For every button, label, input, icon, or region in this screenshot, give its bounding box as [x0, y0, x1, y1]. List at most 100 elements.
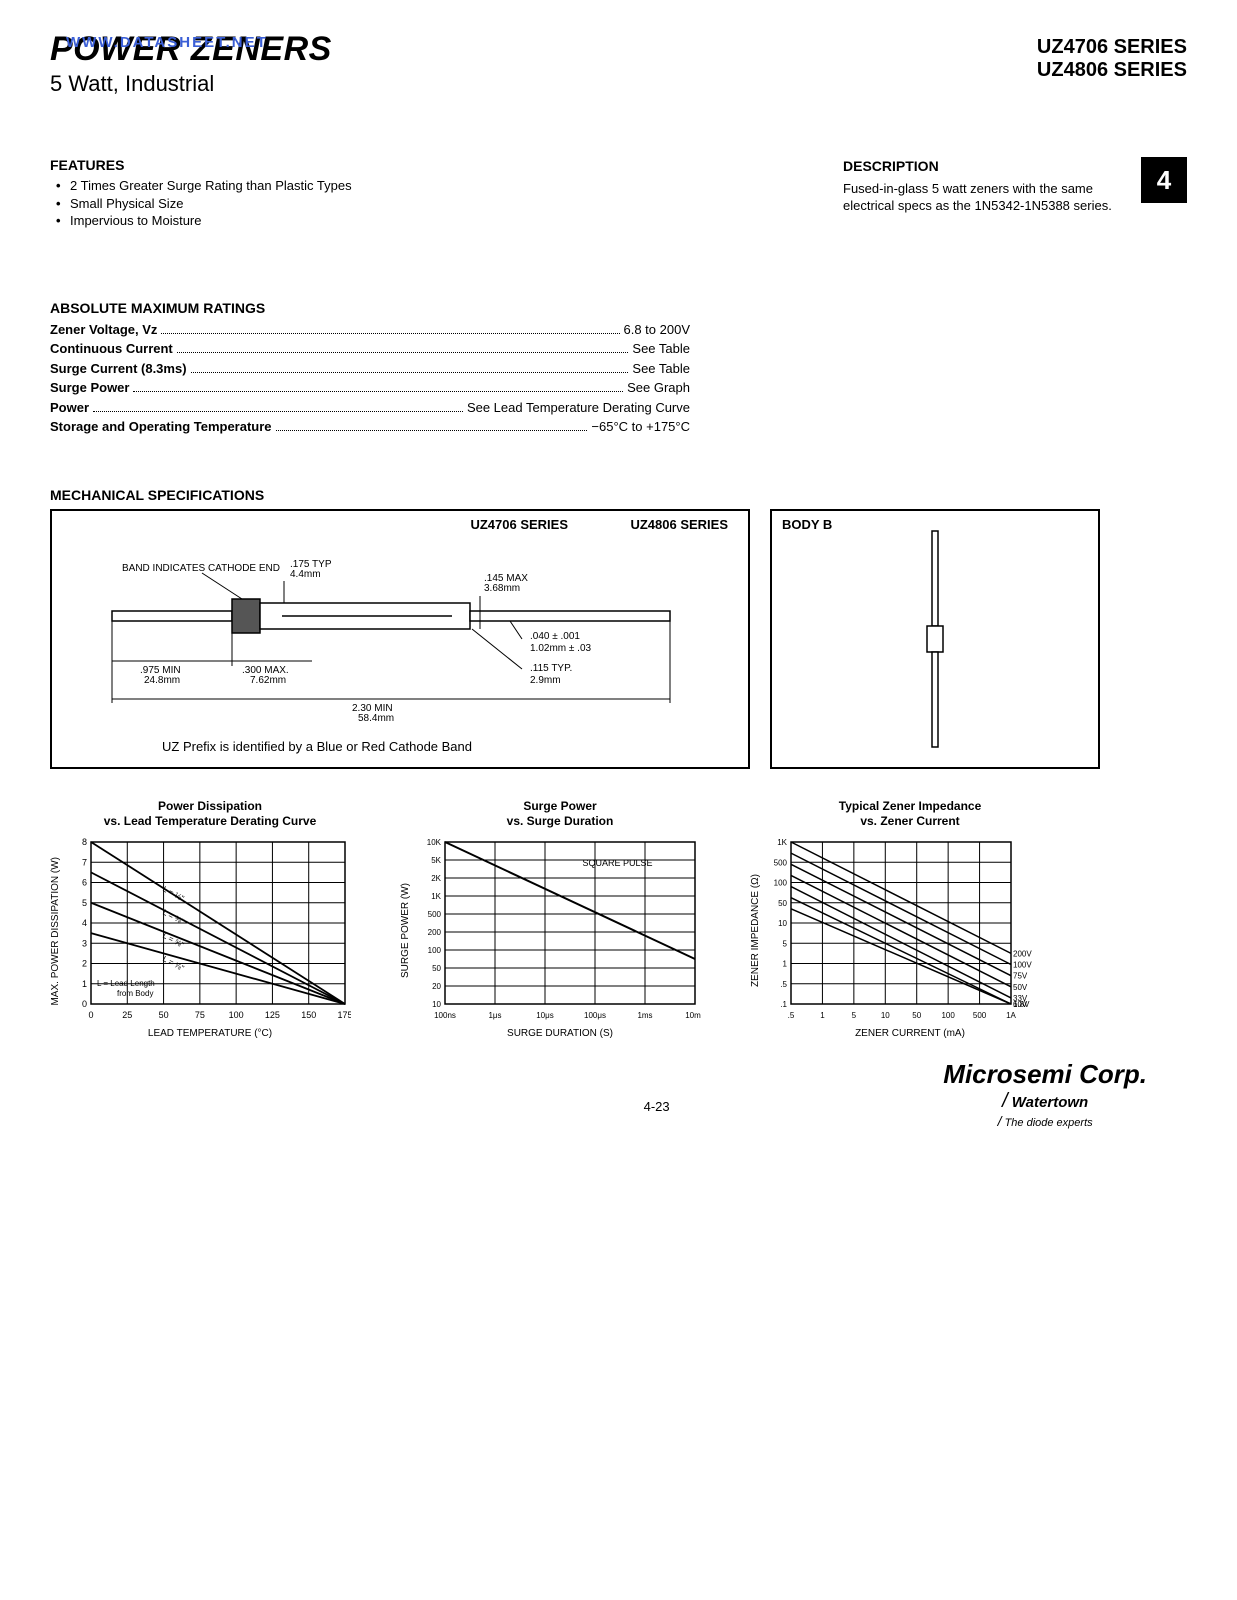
- svg-text:0: 0: [82, 999, 87, 1009]
- mechanical-drawing-box: UZ4706 SERIES UZ4806 SERIES BAND INDICAT…: [50, 509, 750, 769]
- svg-text:1: 1: [820, 1011, 825, 1020]
- dim-145b: 3.68mm: [484, 583, 520, 594]
- svg-text:6.8V: 6.8V: [1013, 1000, 1030, 1009]
- svg-text:50: 50: [778, 899, 787, 908]
- features-list: 2 Times Greater Surge Rating than Plasti…: [50, 177, 410, 230]
- chart3-ylabel: ZENER IMPEDANCE (Ω): [750, 874, 761, 987]
- feature-item: Impervious to Moisture: [56, 212, 410, 230]
- features-heading: FEATURES: [50, 157, 410, 173]
- svg-text:2: 2: [82, 958, 87, 968]
- svg-text:3: 3: [82, 938, 87, 948]
- chart3-xlabel: ZENER CURRENT (mA): [750, 1028, 1070, 1039]
- chart2-xlabel: SURGE DURATION (S): [400, 1028, 720, 1039]
- svg-text:1: 1: [783, 959, 788, 968]
- svg-text:20: 20: [432, 982, 441, 991]
- mech-series-1: UZ4706 SERIES: [470, 517, 568, 532]
- svg-text:100: 100: [229, 1010, 244, 1020]
- rating-row: Storage and Operating Temperature −65°C t…: [50, 417, 690, 437]
- svg-text:10K: 10K: [427, 838, 442, 847]
- svg-text:2K: 2K: [431, 874, 441, 883]
- svg-text:5: 5: [82, 898, 87, 908]
- rating-label: Surge Current (8.3ms): [50, 359, 187, 379]
- rating-value: −65°C to +175°C: [591, 417, 690, 437]
- svg-text:100μs: 100μs: [584, 1011, 606, 1020]
- svg-text:200V: 200V: [1013, 949, 1032, 958]
- mechanical-row: UZ4706 SERIES UZ4806 SERIES BAND INDICAT…: [50, 509, 1187, 769]
- svg-text:5: 5: [783, 939, 788, 948]
- logo-sub: / Watertown: [943, 1090, 1147, 1113]
- rating-row: Surge Current (8.3ms) See Table: [50, 359, 690, 379]
- feature-item: Small Physical Size: [56, 195, 410, 213]
- mechanical-heading: MECHANICAL SPECIFICATIONS: [50, 487, 1187, 503]
- description-block: DESCRIPTION Fused-in-glass 5 watt zeners…: [843, 157, 1187, 230]
- rating-row: Surge PowerSee Graph: [50, 378, 690, 398]
- series-1: UZ4706 SERIES: [1037, 36, 1187, 59]
- series-2: UZ4806 SERIES: [1037, 59, 1187, 82]
- dim-040b: 1.02mm ± .03: [530, 643, 592, 654]
- rating-value: See Table: [632, 359, 690, 379]
- svg-text:10: 10: [881, 1011, 890, 1020]
- rating-value: 6.8 to 200V: [624, 320, 691, 340]
- svg-text:SQUARE PULSE: SQUARE PULSE: [583, 858, 653, 868]
- rating-row: Zener Voltage, Vz6.8 to 200V: [50, 320, 690, 340]
- svg-text:500: 500: [428, 910, 442, 919]
- rating-row: PowerSee Lead Temperature Derating Curve: [50, 398, 690, 418]
- svg-text:50: 50: [159, 1010, 169, 1020]
- dim-975b: 24.8mm: [144, 675, 180, 686]
- dim-115: .115 TYP.: [530, 663, 572, 674]
- svg-text:200: 200: [428, 928, 442, 937]
- svg-text:150: 150: [301, 1010, 316, 1020]
- rating-label: Continuous Current: [50, 339, 173, 359]
- svg-text:10ms: 10ms: [685, 1011, 701, 1020]
- svg-text:1A: 1A: [1006, 1011, 1016, 1020]
- rating-label: Power: [50, 398, 89, 418]
- footer: 4-23 Microsemi Corp. / Watertown / The d…: [50, 1059, 1187, 1129]
- svg-text:175: 175: [337, 1010, 351, 1020]
- svg-text:100: 100: [428, 946, 442, 955]
- chart1-title: Power Dissipation vs. Lead Temperature D…: [50, 799, 370, 830]
- svg-text:5: 5: [852, 1011, 857, 1020]
- ratings-heading: ABSOLUTE MAXIMUM RATINGS: [50, 300, 690, 316]
- section-badge: 4: [1141, 157, 1187, 203]
- svg-text:75: 75: [195, 1010, 205, 1020]
- svg-text:L = Lead Length: L = Lead Length: [97, 979, 155, 988]
- header-right: UZ4706 SERIES UZ4806 SERIES: [1037, 36, 1187, 97]
- svg-text:0: 0: [88, 1010, 93, 1020]
- svg-text:7: 7: [82, 857, 87, 867]
- main-title: POWER ZENERS WWW.DATASHEET.NET: [50, 30, 332, 69]
- svg-text:1K: 1K: [777, 838, 787, 847]
- features-description-row: FEATURES 2 Times Greater Surge Rating th…: [50, 157, 1187, 230]
- svg-text:1: 1: [82, 979, 87, 989]
- chart-zener-impedance: Typical Zener Impedance vs. Zener Curren…: [750, 799, 1070, 1039]
- svg-text:4: 4: [82, 918, 87, 928]
- mech-note: UZ Prefix is identified by a Blue or Red…: [162, 739, 472, 754]
- rating-value: See Table: [632, 339, 690, 359]
- svg-text:.5: .5: [788, 1011, 795, 1020]
- svg-text:100: 100: [774, 878, 788, 887]
- chart2-ylabel: SURGE POWER (W): [400, 883, 411, 978]
- chart1-svg: 0255075100125150175012345678L = ⅛"L = ⅜"…: [61, 836, 351, 1026]
- svg-text:10μs: 10μs: [536, 1011, 554, 1020]
- page-header: POWER ZENERS WWW.DATASHEET.NET 5 Watt, I…: [50, 30, 1187, 97]
- svg-text:100V: 100V: [1013, 960, 1032, 969]
- svg-text:from Body: from Body: [117, 989, 153, 998]
- svg-text:100ns: 100ns: [434, 1011, 456, 1020]
- watermark: WWW.DATASHEET.NET: [66, 34, 268, 51]
- svg-text:50: 50: [912, 1011, 921, 1020]
- svg-text:100: 100: [941, 1011, 955, 1020]
- svg-text:50: 50: [432, 964, 441, 973]
- svg-text:25: 25: [122, 1010, 132, 1020]
- rating-label: Storage and Operating Temperature: [50, 417, 272, 437]
- rating-value: See Graph: [627, 378, 690, 398]
- svg-text:1K: 1K: [431, 892, 441, 901]
- logo-tag: / The diode experts: [943, 1113, 1147, 1129]
- svg-text:1μs: 1μs: [488, 1011, 501, 1020]
- mechanical-body-box: BODY B: [770, 509, 1100, 769]
- chart3-title: Typical Zener Impedance vs. Zener Curren…: [750, 799, 1070, 830]
- description-heading: DESCRIPTION: [843, 157, 1123, 176]
- chart-surge-power: Surge Power vs. Surge Duration SURGE POW…: [400, 799, 720, 1039]
- chart2-svg: 100ns1μs10μs100μs1ms10ms1020501002005001…: [411, 836, 701, 1026]
- feature-item: 2 Times Greater Surge Rating than Plasti…: [56, 177, 410, 195]
- chart-power-dissipation: Power Dissipation vs. Lead Temperature D…: [50, 799, 370, 1039]
- logo-main: Microsemi Corp.: [943, 1059, 1147, 1090]
